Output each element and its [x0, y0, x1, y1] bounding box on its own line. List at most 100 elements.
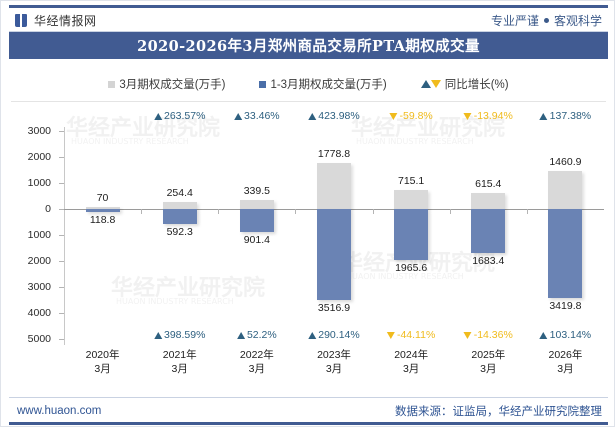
tagline-left: 专业严谨 — [490, 13, 539, 28]
brand: 华经情报网 — [15, 12, 97, 29]
triangle-up-icon — [308, 112, 317, 120]
y-axis-tick-mark — [59, 339, 64, 340]
y-axis-tick-mark — [59, 131, 64, 132]
open-book-icon — [15, 13, 28, 27]
triangle-up-icon — [236, 331, 245, 339]
bar-group[interactable]: 1460.9 3419.8 137.38% 103.14% — [527, 105, 604, 345]
x-axis-tick-mark — [218, 209, 220, 214]
site-header: 华经情报网 专业严谨 客观科学 — [1, 8, 615, 32]
y-axis-tick-mark — [59, 261, 64, 262]
y-axis-tick-mark — [59, 157, 64, 158]
bar-series-container: 70 118.8 254.4 592.3 263.57% 398.59% 339.5 901.… — [64, 105, 604, 345]
legend-label: 1-3月期权成交量(万手) — [270, 79, 387, 91]
x-axis-label: 2025年 3月 — [471, 348, 505, 376]
legend-label: 同比增长(%) — [444, 79, 509, 91]
triangle-up-icon — [153, 331, 162, 339]
triangle-down-icon — [463, 331, 472, 339]
y-axis: 3000 2000 1000 0 1000 2000 3000 4000 5000 — [11, 105, 64, 345]
y-axis-tick-label: 3000 — [27, 125, 51, 137]
x-label-line: 3月 — [480, 363, 497, 375]
growth-value: 137.38% — [549, 110, 592, 122]
bar-value-label: 1965.6 — [395, 262, 428, 275]
growth-value: 103.14% — [549, 329, 592, 341]
x-label-line: 2025年 — [471, 349, 506, 361]
y-axis-tick-mark — [59, 313, 64, 314]
bar-march-volume[interactable] — [85, 207, 120, 209]
legend-item-march-volume: 3月期权成交量(万手) — [108, 76, 225, 92]
legend-item-growth: 同比增长(%) — [420, 76, 509, 92]
bar-value-label: 1460.9 — [549, 156, 582, 169]
growth-label-bottom: -14.36% — [463, 329, 513, 341]
bullet-dot-icon — [543, 17, 549, 23]
x-label-line: 3月 — [94, 363, 111, 375]
x-label-line: 2020年 — [85, 349, 120, 361]
growth-value: 398.59% — [163, 329, 206, 341]
triangle-down-icon — [463, 112, 472, 120]
growth-label-top: 137.38% — [539, 110, 592, 122]
bar-value-label: 901.4 — [243, 234, 270, 247]
bar-value-label: 339.5 — [243, 185, 270, 198]
bar-march-volume[interactable] — [394, 190, 429, 209]
growth-value: -44.11% — [396, 329, 436, 341]
bar-group[interactable]: 70 118.8 — [64, 105, 141, 345]
bar-group[interactable]: 1778.8 3516.9 423.98% 290.14% — [295, 105, 372, 345]
triangle-up-icon — [539, 112, 548, 120]
x-axis-label: 2022年 3月 — [240, 348, 274, 376]
page-title: 2020-2026年3月郑州商品交易所PTA期权成交量 — [137, 38, 480, 55]
bar-value-label: 3419.8 — [549, 299, 582, 312]
y-axis-tick-mark — [59, 209, 64, 210]
x-axis-tick-mark — [141, 209, 143, 214]
x-axis-label: 2020年 3月 — [86, 348, 120, 376]
growth-value: 33.46% — [244, 110, 280, 122]
triangle-up-icon — [420, 80, 431, 88]
bar-march-volume[interactable] — [239, 200, 274, 209]
bar-cumulative-volume[interactable] — [162, 209, 197, 225]
bar-cumulative-volume[interactable] — [394, 209, 429, 261]
legend-divider — [11, 101, 606, 102]
growth-label-top: -13.94% — [463, 110, 513, 122]
blue-square-icon — [259, 80, 267, 88]
legend-label: 3月期权成交量(万手) — [119, 79, 226, 91]
x-label-line: 3月 — [171, 363, 188, 375]
x-axis-label: 2026年 3月 — [548, 348, 582, 376]
site-url[interactable]: www.huaon.com — [17, 405, 102, 417]
x-axis-tick-mark — [372, 209, 374, 214]
growth-value: -14.36% — [473, 329, 513, 341]
bar-value-label: 615.4 — [475, 177, 502, 190]
bar-march-volume[interactable] — [548, 171, 583, 209]
y-axis-tick-mark — [59, 183, 64, 184]
triangle-down-icon — [430, 80, 441, 88]
y-axis-tick-mark — [59, 235, 64, 236]
footer-divider — [9, 397, 608, 398]
x-axis-label: 2023年 3月 — [317, 348, 351, 376]
bar-value-label: 70 — [96, 192, 109, 205]
bar-group[interactable]: 615.4 1683.4 -13.94% -14.36% — [450, 105, 527, 345]
x-label-line: 2021年 — [162, 349, 197, 361]
triangle-down-icon — [386, 331, 395, 339]
y-axis-tick-label: 3000 — [27, 281, 51, 293]
chart-title-bar: 2020-2026年3月郑州商品交易所PTA期权成交量 — [9, 32, 608, 59]
bar-group[interactable]: 715.1 1965.6 -59.8% -44.11% — [373, 105, 450, 345]
bar-march-volume[interactable] — [316, 162, 351, 209]
bar-cumulative-volume[interactable] — [548, 209, 583, 298]
bar-cumulative-volume[interactable] — [316, 209, 351, 301]
bar-cumulative-volume[interactable] — [239, 209, 274, 233]
growth-value: 52.2% — [246, 329, 277, 341]
bar-cumulative-volume[interactable] — [85, 209, 120, 213]
growth-label-top: 423.98% — [308, 110, 360, 122]
bar-group[interactable]: 339.5 901.4 33.46% 52.2% — [218, 105, 295, 345]
bar-march-volume[interactable] — [162, 202, 197, 209]
tagline-right: 客观科学 — [553, 13, 602, 28]
bar-cumulative-volume[interactable] — [471, 209, 506, 253]
x-label-line: 3月 — [402, 363, 420, 375]
bar-march-volume[interactable] — [471, 192, 506, 209]
bar-group[interactable]: 254.4 592.3 263.57% 398.59% — [141, 105, 218, 345]
bar-value-label: 1778.8 — [317, 147, 351, 160]
growth-value: 263.57% — [163, 110, 206, 122]
y-axis-tick-label: 2000 — [27, 151, 51, 163]
x-axis-label: 2021年 3月 — [163, 348, 197, 376]
growth-label-top: 263.57% — [153, 110, 206, 122]
site-footer: www.huaon.com 数据来源：证监局，华经产业研究院整理 — [1, 399, 615, 423]
bar-value-label: 3516.9 — [317, 302, 351, 315]
